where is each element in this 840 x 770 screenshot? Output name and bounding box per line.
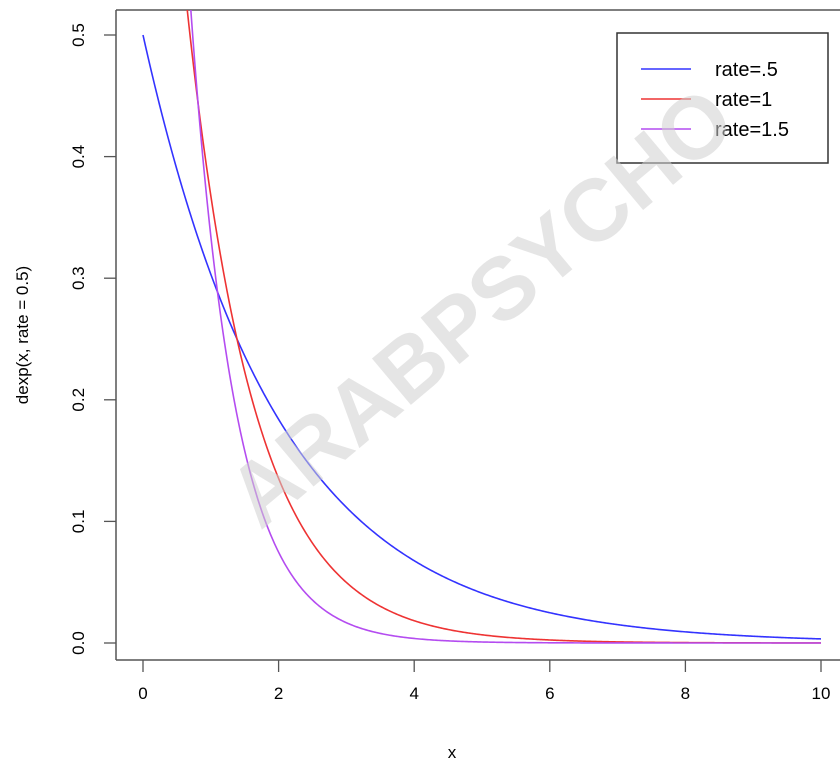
legend-label: rate=1.5 xyxy=(715,119,789,141)
legend-box xyxy=(616,32,829,164)
series-line-1 xyxy=(142,34,822,640)
series-layer xyxy=(142,10,822,644)
x-axis: 0 2 4 6 8 10 xyxy=(138,660,830,703)
y-tick-label: 0.4 xyxy=(69,145,88,169)
x-axis-label: x xyxy=(448,743,457,762)
y-axis: 0.0 0.1 0.2 0.3 0.4 0.5 xyxy=(69,23,116,655)
x-tick-label: 10 xyxy=(812,684,831,703)
x-tick-label: 2 xyxy=(274,684,283,703)
x-tick-label: 0 xyxy=(138,684,147,703)
y-tick-label: 0.5 xyxy=(69,23,88,47)
plot-frame xyxy=(115,9,840,661)
y-tick-label: 0.0 xyxy=(69,631,88,655)
legend-label: rate=.5 xyxy=(715,59,778,81)
x-tick-label: 6 xyxy=(545,684,554,703)
legend-item: rate=1.5 xyxy=(641,119,789,141)
legend-item: rate=.5 xyxy=(641,59,778,81)
legend-item: rate=1 xyxy=(641,89,772,111)
y-tick-label: 0.3 xyxy=(69,266,88,290)
y-tick-label: 0.2 xyxy=(69,388,88,412)
legend-label: rate=1 xyxy=(715,89,772,111)
x-tick-label: 8 xyxy=(681,684,690,703)
y-tick-label: 0.1 xyxy=(69,510,88,534)
legend: rate=.5 rate=1 rate=1.5 xyxy=(616,32,829,164)
watermark: ARABPSYCHO xyxy=(209,68,752,546)
x-tick-label: 4 xyxy=(409,684,418,703)
series-line-3 xyxy=(190,10,821,644)
y-axis-label: dexp(x, rate = 0.5) xyxy=(13,266,32,404)
